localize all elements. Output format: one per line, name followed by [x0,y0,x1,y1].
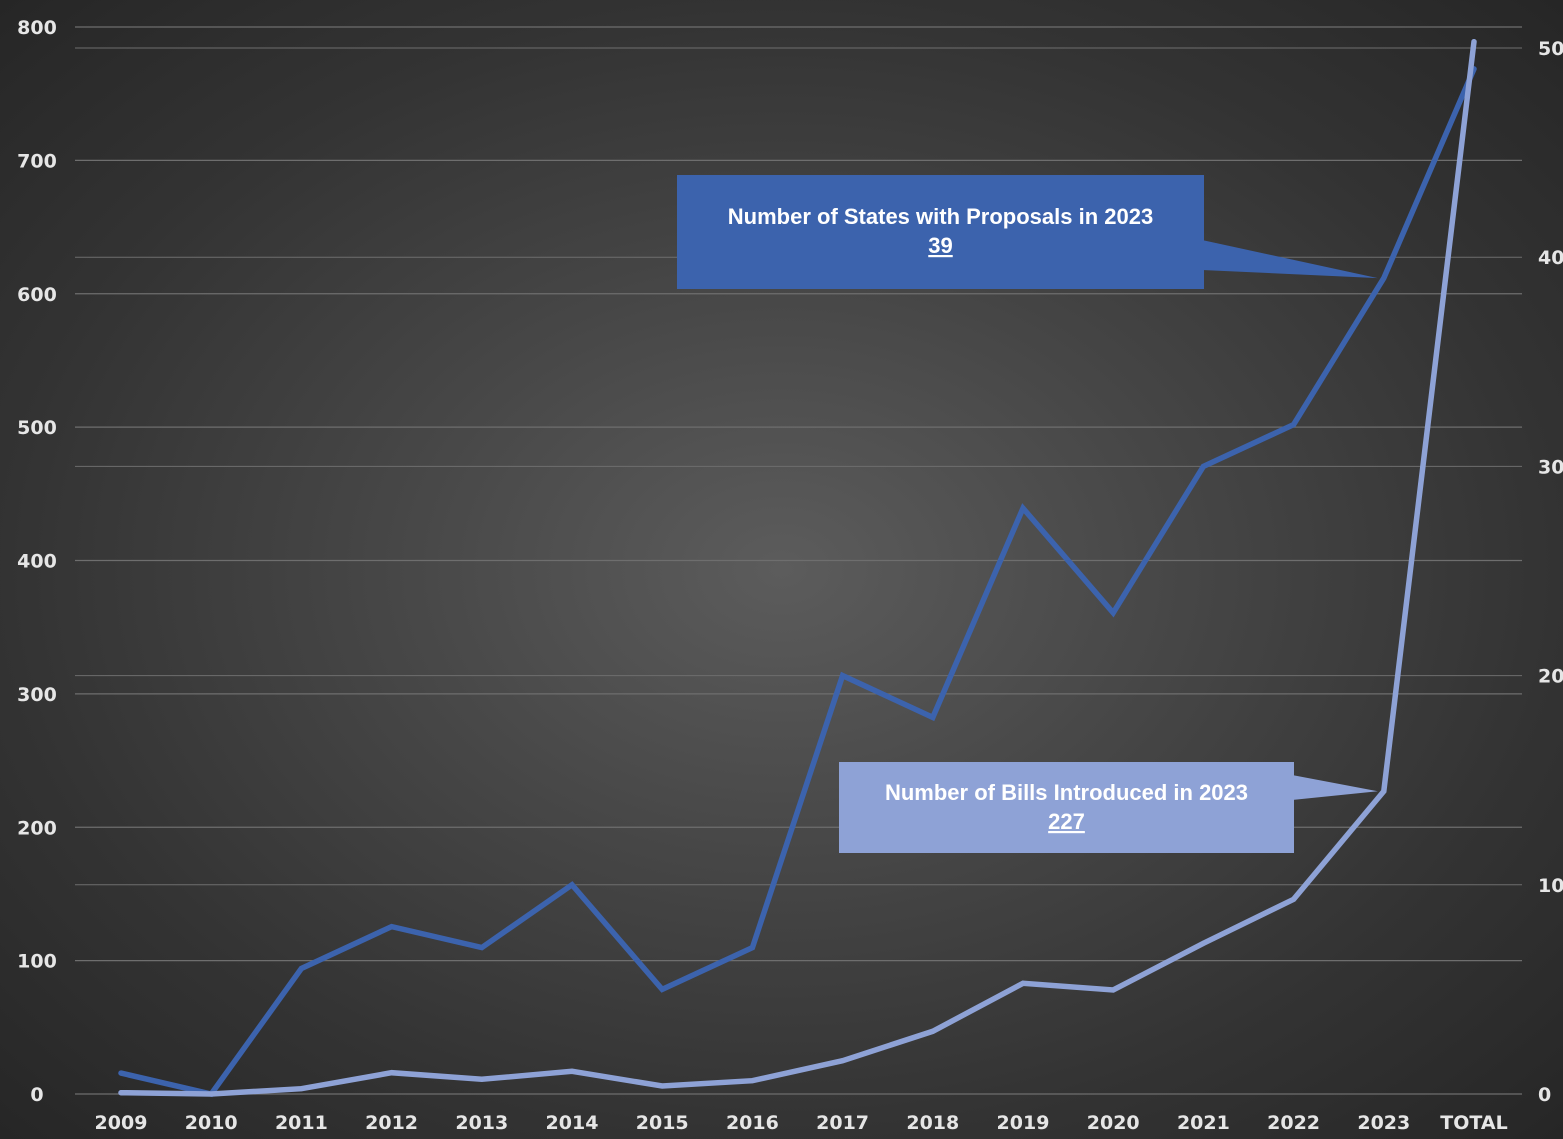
x-tick-label: 2015 [636,1112,689,1134]
callout-value: 227 [1048,809,1085,834]
data-point [659,986,665,992]
data-point [118,1070,124,1076]
data-point [479,945,485,951]
data-point [1200,940,1206,946]
data-point [1381,788,1387,794]
y-right-tick-label: 40 [1538,247,1563,269]
y-left-tick-label: 700 [17,150,57,172]
callout-1: Number of Bills Introduced in 2023 227 [839,762,1378,853]
callout-0: Number of States with Proposals in 2023 3… [677,175,1378,289]
x-tick-label: 2017 [816,1112,869,1134]
y-left-tick-label: 600 [17,284,57,306]
x-tick-label: 2013 [455,1112,508,1134]
x-tick-label: 2018 [906,1112,959,1134]
data-point [208,1091,214,1097]
data-point [749,1078,755,1084]
y-left-tick-label: 0 [30,1084,43,1106]
y-left-tick-label: 800 [17,17,57,39]
x-tick-label: 2011 [275,1112,328,1134]
data-point [389,1070,395,1076]
data-point [1291,422,1297,428]
y-left-tick-label: 100 [17,951,57,973]
data-point [1110,987,1116,993]
x-tick-label: 2010 [185,1112,238,1134]
x-tick-label: 2014 [546,1112,599,1134]
y-right-tick-label: 20 [1538,666,1563,688]
data-point [930,714,936,720]
x-tick-label: 2020 [1087,1112,1140,1134]
x-tick-label: 2021 [1177,1112,1230,1134]
data-point [930,1028,936,1034]
data-point [749,945,755,951]
y-right-tick-label: 0 [1538,1084,1551,1106]
data-point [1110,610,1116,616]
x-tick-label: 2016 [726,1112,779,1134]
data-point [298,965,304,971]
y-right-tick-label: 50 [1538,38,1563,60]
callout-box [677,175,1204,289]
x-tick-label: 2023 [1357,1112,1410,1134]
y-left-tick-label: 300 [17,684,57,706]
y-right-tick-label: 30 [1538,456,1563,478]
data-point [1381,275,1387,281]
data-point [1200,463,1206,469]
x-tick-label: 2019 [997,1112,1050,1134]
data-point [118,1090,124,1096]
callout-value: 39 [928,233,952,258]
callout-box [839,762,1294,853]
data-point [840,1058,846,1064]
data-point [1291,896,1297,902]
data-point [659,1083,665,1089]
y-left-tick-label: 400 [17,551,57,573]
data-point [389,924,395,930]
series-line-1 [118,38,1477,1097]
callout-title: Number of States with Proposals in 2023 [728,204,1153,229]
callout-pointer [1292,775,1378,800]
callout-pointer [1202,240,1378,279]
data-point [569,882,575,888]
y-left-tick-label: 500 [17,417,57,439]
data-point [479,1076,485,1082]
series-line-0 [118,66,1477,1098]
data-point [569,1068,575,1074]
x-tick-label: 2022 [1267,1112,1320,1134]
data-point [298,1086,304,1092]
data-point [1020,980,1026,986]
y-left-tick-label: 200 [17,817,57,839]
data-point [1471,39,1477,45]
x-tick-label: 2012 [365,1112,418,1134]
data-point [1020,505,1026,511]
y-right-tick-label: 10 [1538,875,1563,897]
x-tick-label: 2009 [95,1112,148,1134]
callout-title: Number of Bills Introduced in 2023 [885,780,1248,805]
x-tick-label: TOTAL [1440,1112,1507,1134]
data-point [840,673,846,679]
